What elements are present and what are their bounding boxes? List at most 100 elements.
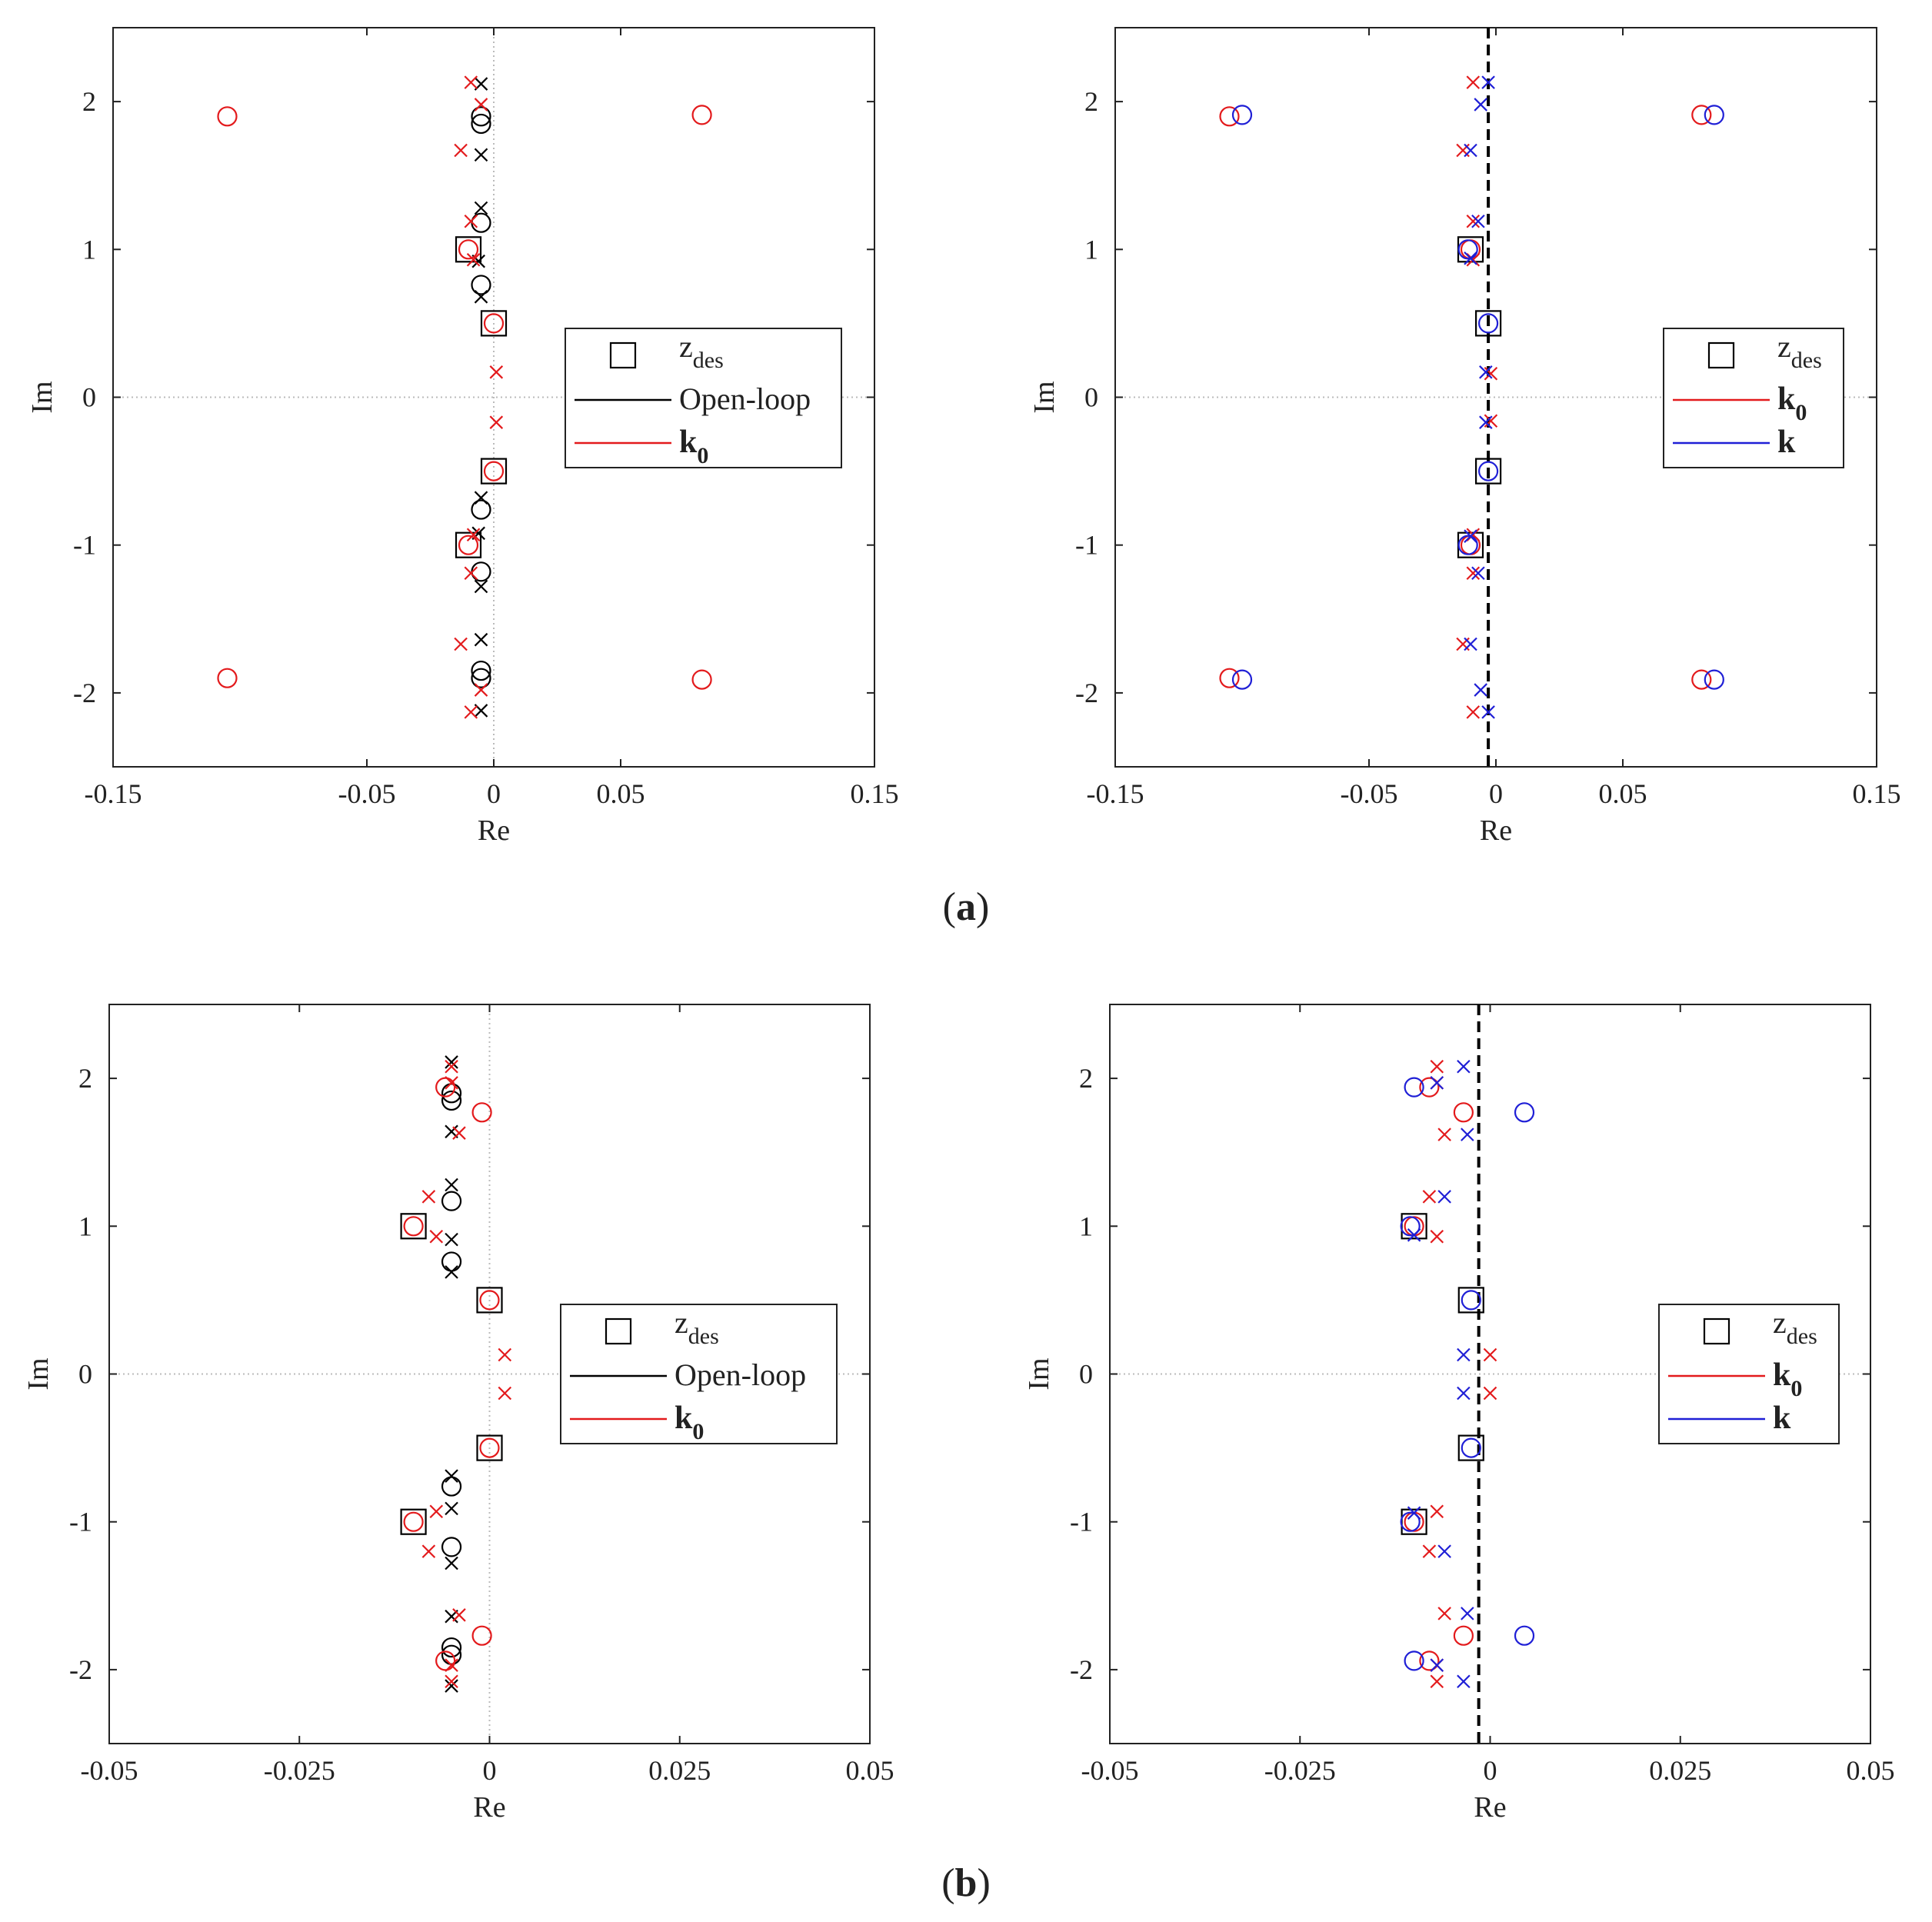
x-marker [1466, 566, 1481, 580]
circle-marker [1404, 1651, 1424, 1671]
square-marker [1474, 310, 1502, 337]
y-tick-label: -1 [1075, 530, 1098, 561]
legend-label: zdes [1773, 1305, 1817, 1349]
x-marker [1437, 1544, 1451, 1558]
y-tick-label: 1 [1079, 1211, 1093, 1241]
circle-marker [458, 535, 479, 555]
x-marker [489, 365, 504, 379]
y-tick-label: -2 [73, 678, 96, 708]
x-marker [1430, 1674, 1444, 1689]
x-marker [452, 1126, 466, 1140]
y-tick-label: 0 [82, 382, 96, 413]
x-marker [1461, 1128, 1474, 1141]
series-z-des [455, 236, 508, 558]
series-k0-poles [1422, 1059, 1497, 1689]
legend-label-main: z [675, 1305, 688, 1340]
x-marker [445, 1674, 458, 1689]
circle-marker [435, 1077, 456, 1098]
x-marker [1437, 1190, 1451, 1204]
legend-label-main: z [1777, 329, 1791, 364]
x-axis-label: Re [473, 1791, 505, 1824]
y-tick-label: 2 [78, 1063, 92, 1094]
circle-marker [403, 1511, 424, 1532]
legend-square-icon [1707, 341, 1735, 369]
x-marker [1484, 414, 1498, 428]
circle-marker [1457, 535, 1478, 555]
caption-a: (a) [943, 885, 990, 929]
circle-marker [217, 106, 238, 127]
legend-label: k0 [679, 425, 708, 468]
legend-label: k [1777, 425, 1796, 460]
x-axis-label: Re [1480, 814, 1512, 847]
circle-marker [691, 669, 712, 690]
legend-label-main: Open-loop [675, 1357, 806, 1392]
circle-marker [471, 668, 491, 688]
y-tick-label: 2 [1084, 86, 1098, 117]
circle-marker [471, 106, 491, 127]
x-marker [1479, 365, 1493, 379]
y-tick-label: 1 [78, 1211, 92, 1241]
circle-marker [1477, 313, 1499, 334]
x-tick-label: -0.05 [1341, 778, 1398, 809]
x-marker [1464, 143, 1477, 158]
legend-label-subscript: 0 [1790, 1376, 1802, 1401]
chart-a-left: -0.15 -0.05 0 0.05 0.15 -2 -1 0 1 2 Re Im zdes Open-l… [26, 27, 899, 847]
x-axis-label: Re [1474, 1791, 1506, 1824]
y-tick-label: 2 [82, 86, 96, 117]
circle-marker [483, 461, 505, 481]
legend-label-main: k [1773, 1401, 1791, 1436]
legend-label: zdes [675, 1305, 719, 1349]
circle-marker [1231, 105, 1253, 125]
circle-marker [1453, 1102, 1474, 1123]
x-marker [421, 1544, 436, 1558]
circle-marker [471, 660, 491, 681]
circle-marker [691, 105, 712, 125]
x-marker [474, 148, 488, 162]
chart-b-left: -0.05 -0.025 0 0.025 0.05 -2 -1 0 1 2 Re Im zdes Open… [22, 1004, 894, 1824]
legend-label: k [1773, 1401, 1791, 1436]
x-marker [1483, 1386, 1497, 1401]
x-marker [474, 632, 488, 647]
square-marker [455, 531, 482, 558]
y-axis-label: Im [26, 381, 58, 413]
circle-marker [1704, 105, 1724, 125]
x-tick-label: -0.025 [264, 1755, 335, 1786]
x-marker [474, 579, 488, 594]
square-marker [1474, 458, 1502, 485]
legend-label: zdes [1777, 329, 1822, 373]
circle-marker [479, 1290, 500, 1311]
y-tick-label: 1 [1084, 234, 1098, 265]
legend-square-icon [1703, 1317, 1730, 1345]
legend-label-subscript: 0 [697, 443, 708, 468]
x-marker [421, 1190, 436, 1204]
circle-marker [1400, 1216, 1421, 1237]
legend-label: k0 [1777, 381, 1807, 425]
x-marker [1464, 637, 1477, 651]
x-tick-label: 0 [483, 1755, 497, 1786]
x-marker [445, 1501, 458, 1516]
x-marker [445, 1059, 458, 1074]
y-tick-label: 0 [1084, 382, 1098, 413]
x-tick-label: 0 [1489, 778, 1503, 809]
x-marker [464, 75, 478, 89]
legend-square-icon [605, 1317, 632, 1345]
legend-label-main: z [1773, 1305, 1787, 1340]
x-marker [445, 1265, 458, 1279]
legend-label-subscript: 0 [692, 1419, 704, 1444]
legend-label-main: z [679, 329, 693, 364]
series-k0-zeros [1404, 1077, 1474, 1671]
x-marker [1457, 1347, 1471, 1362]
y-tick-label: -2 [69, 1654, 92, 1685]
x-marker [474, 683, 488, 697]
x-marker [1457, 1674, 1471, 1689]
x-tick-label: -0.05 [1081, 1755, 1139, 1786]
x-marker [452, 1608, 466, 1622]
legend-label: k0 [1773, 1357, 1802, 1401]
circle-marker [441, 1191, 462, 1211]
x-tick-label: 0.15 [851, 778, 899, 809]
legend: zdes Open-loop k0 [565, 328, 842, 468]
series-k-zeros [1400, 1077, 1535, 1671]
legend-label: Open-loop [675, 1357, 806, 1392]
series-z-des [1457, 236, 1502, 558]
x-marker [454, 143, 468, 158]
